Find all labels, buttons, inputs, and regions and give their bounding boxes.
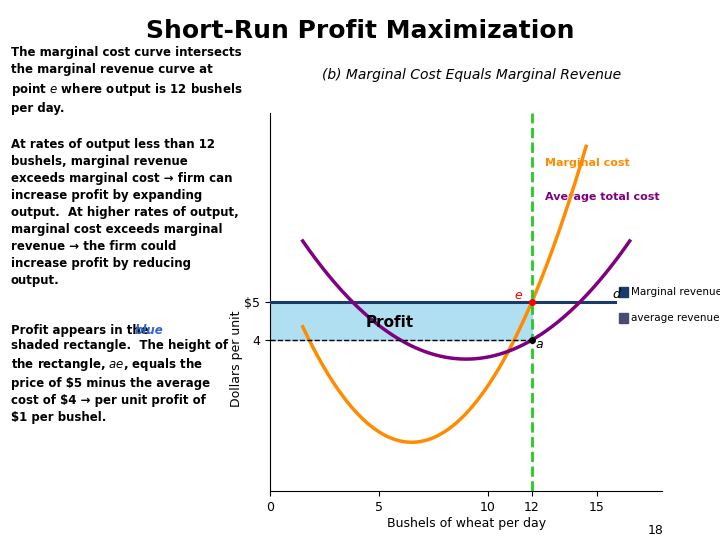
- Text: e: e: [514, 288, 522, 302]
- X-axis label: Bushels of wheat per day: Bushels of wheat per day: [387, 517, 546, 530]
- Bar: [270, 302, 531, 340]
- Bar: [618, 313, 628, 323]
- Text: average revenue: average revenue: [631, 313, 719, 323]
- Text: (b) Marginal Cost Equals Marginal Revenue: (b) Marginal Cost Equals Marginal Revenu…: [322, 68, 621, 82]
- Text: shaded rectangle.  The height of
the rectangle, $ae$, equals the
price of $5 min: shaded rectangle. The height of the rect…: [11, 339, 228, 424]
- Text: Marginal revenue: Marginal revenue: [631, 287, 720, 297]
- Y-axis label: Dollars per unit: Dollars per unit: [230, 311, 243, 407]
- Text: blue: blue: [135, 324, 163, 337]
- Bar: [618, 287, 628, 297]
- Text: At rates of output less than 12
bushels, marginal revenue
exceeds marginal cost : At rates of output less than 12 bushels,…: [11, 138, 238, 287]
- Text: Marginal cost: Marginal cost: [544, 158, 629, 168]
- Text: a: a: [536, 338, 544, 351]
- Text: Average total cost: Average total cost: [544, 192, 660, 202]
- Text: The marginal cost curve intersects
the marginal revenue curve at
point $e$ where: The marginal cost curve intersects the m…: [11, 46, 243, 114]
- Text: 18: 18: [648, 524, 664, 537]
- Text: d: d: [612, 288, 620, 301]
- Text: Profit appears in the: Profit appears in the: [11, 324, 153, 337]
- Text: Short-Run Profit Maximization: Short-Run Profit Maximization: [145, 19, 575, 43]
- Text: Profit: Profit: [366, 315, 414, 330]
